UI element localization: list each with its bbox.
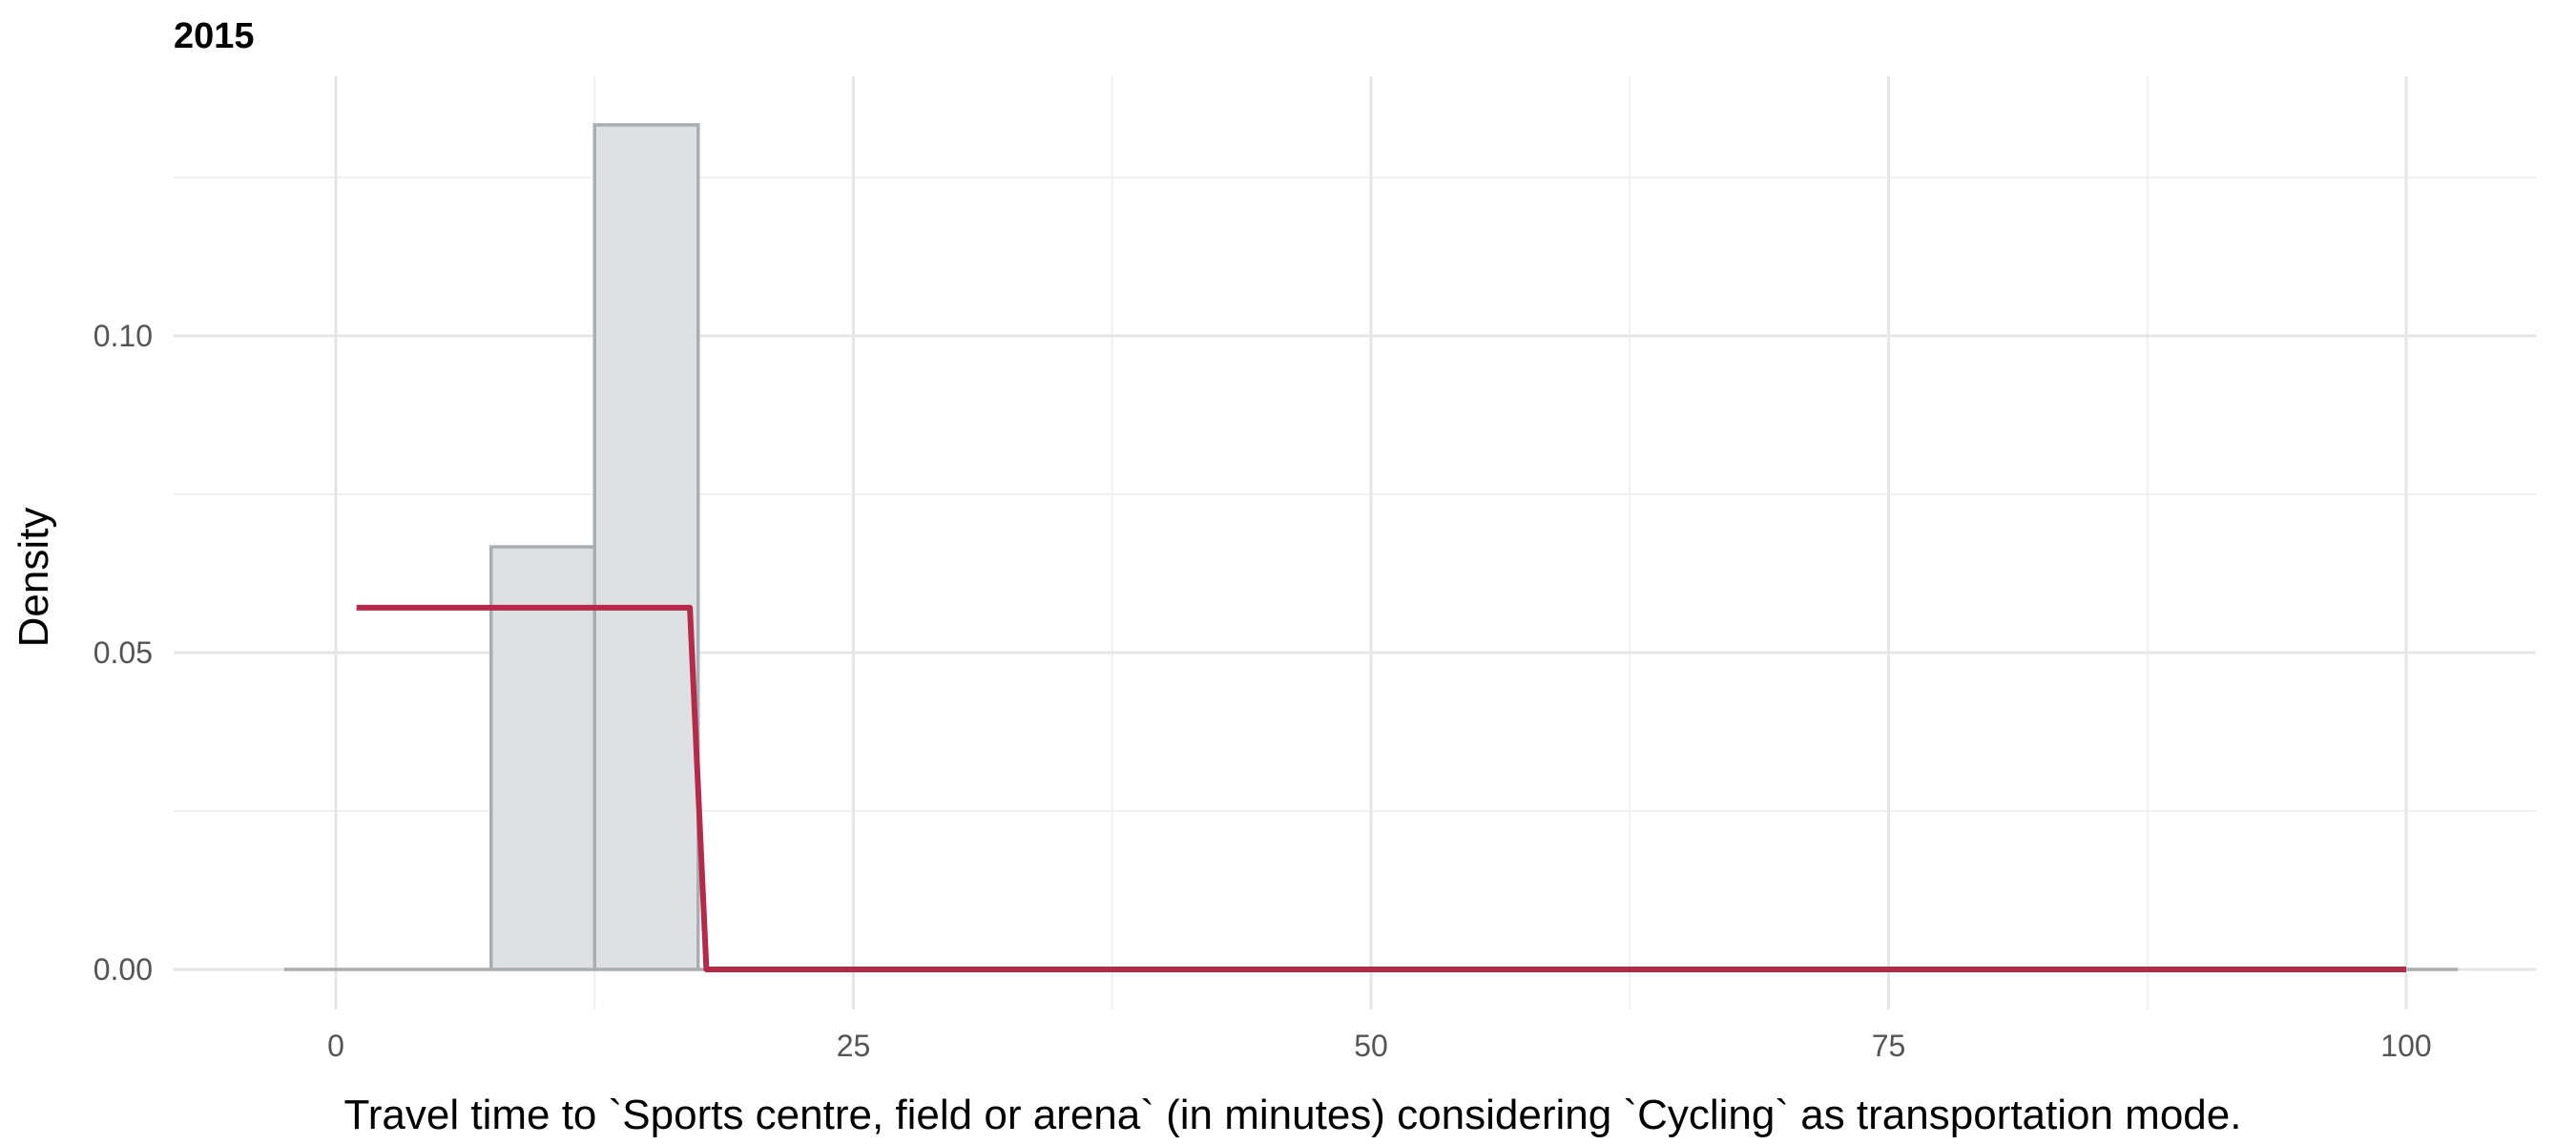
chart-title: 2015 bbox=[174, 16, 255, 56]
histogram-bars bbox=[283, 123, 2459, 971]
x-tick-label: 50 bbox=[1354, 1029, 1388, 1063]
x-tick-label: 25 bbox=[837, 1029, 871, 1063]
x-tick-label: 100 bbox=[2380, 1029, 2431, 1063]
y-tick-label: 0.00 bbox=[93, 952, 153, 987]
density-line bbox=[356, 604, 2406, 972]
y-tick-label: 0.10 bbox=[93, 319, 153, 353]
density-line-layer bbox=[356, 604, 2406, 972]
x-tick-label: 0 bbox=[327, 1029, 344, 1063]
histogram-bar bbox=[489, 545, 596, 971]
x-axis-ticks: 0 25 50 75 100 bbox=[327, 1029, 2432, 1063]
y-tick-label: 0.05 bbox=[93, 635, 153, 670]
y-axis-ticks: 0.00 0.05 0.10 bbox=[93, 319, 153, 987]
x-tick-label: 75 bbox=[1872, 1029, 1906, 1063]
histogram-bar bbox=[592, 123, 700, 971]
x-axis-title: Travel time to `Sports centre, field or … bbox=[344, 1092, 2242, 1138]
y-axis-title: Density bbox=[10, 508, 57, 648]
